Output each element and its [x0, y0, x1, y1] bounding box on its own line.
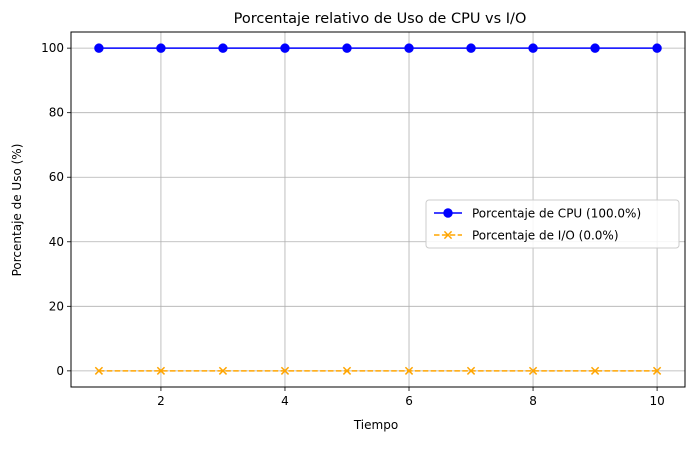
y-tick-label: 80 — [49, 106, 64, 120]
data-point — [218, 43, 228, 53]
data-point — [528, 43, 538, 53]
data-point — [156, 366, 166, 375]
data-point — [590, 43, 600, 53]
series-layer — [94, 43, 662, 375]
y-axis-label: Porcentaje de Uso (%) — [10, 144, 24, 277]
data-point — [652, 43, 662, 53]
y-tick-label: 100 — [41, 41, 64, 55]
legend-item: Porcentaje de CPU (100.0%) — [434, 207, 641, 221]
x-tick-label: 2 — [157, 394, 165, 408]
legend: Porcentaje de CPU (100.0%) Porcentaje de … — [425, 199, 680, 249]
data-point — [156, 43, 166, 53]
data-point — [94, 43, 104, 53]
legend-label: Porcentaje de CPU (100.0%) — [472, 207, 641, 221]
data-point — [590, 366, 600, 375]
x-tick-label: 6 — [405, 394, 413, 408]
chart-title: Porcentaje relativo de Uso de CPU vs I/O — [234, 11, 527, 27]
x-tick-label: 10 — [649, 394, 664, 408]
y-tick-label: 20 — [49, 299, 64, 313]
data-point — [342, 366, 352, 375]
legend-label: Porcentaje de I/O (0.0%) — [472, 229, 619, 243]
data-point — [94, 366, 104, 375]
data-point — [466, 43, 476, 53]
y-tick-label: 0 — [56, 364, 64, 378]
data-point — [466, 366, 476, 375]
plot-frame — [70, 31, 686, 388]
legend-marker — [443, 208, 453, 218]
series-cpu — [94, 43, 662, 53]
data-point — [528, 366, 538, 375]
data-point — [218, 366, 228, 375]
data-point — [342, 43, 352, 53]
data-point — [404, 366, 414, 375]
data-point — [404, 43, 414, 53]
data-point — [280, 366, 290, 375]
y-tick-label: 40 — [49, 235, 64, 249]
x-tick-label: 8 — [529, 394, 537, 408]
data-point — [652, 366, 662, 375]
legend-item: Porcentaje de I/O (0.0%) — [434, 229, 619, 243]
series-io — [94, 366, 662, 375]
x-tick-label: 4 — [281, 394, 289, 408]
y-tick-label: 60 — [49, 170, 64, 184]
legend-box — [425, 199, 680, 249]
data-point — [280, 43, 290, 53]
x-axis-label: Tiempo — [353, 418, 398, 432]
legend-marker — [443, 230, 453, 240]
